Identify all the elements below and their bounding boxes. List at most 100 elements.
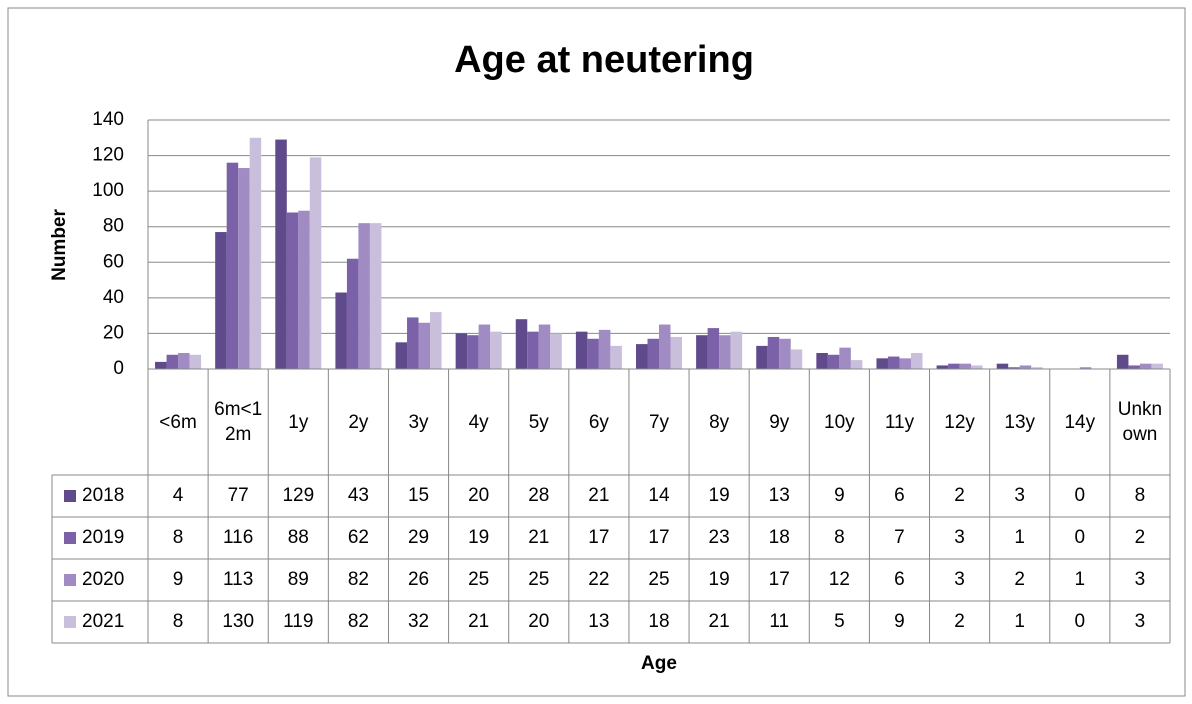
bar	[178, 352, 190, 369]
x-tick-label-box: 1y	[288, 412, 308, 433]
bar	[155, 361, 167, 369]
bar	[275, 139, 287, 369]
x-tick-label-box: 13y	[1004, 411, 1036, 433]
table-value: 113	[223, 569, 253, 590]
table-value: 6	[894, 569, 905, 590]
table-value: 0	[1075, 485, 1086, 506]
x-tick-label-box: 12y	[944, 412, 975, 433]
table-value: 22	[588, 569, 609, 590]
table-value: 5	[834, 611, 845, 632]
x-tick-label: 6m<12m	[214, 399, 263, 445]
x-tick-label: 4y	[468, 411, 489, 433]
table-value: 25	[648, 569, 669, 590]
bar	[286, 212, 299, 369]
table-value: 11	[769, 611, 789, 632]
legend-swatch	[64, 532, 76, 544]
x-tick-label-box: 11y	[884, 411, 915, 433]
bar	[876, 358, 888, 369]
x-tick-label-box: 10y	[824, 412, 855, 433]
x-tick-label-box: 8y	[709, 412, 729, 433]
bar	[790, 349, 803, 369]
bar	[527, 331, 539, 369]
table-value: 17	[588, 527, 609, 548]
table-value: 1	[1014, 611, 1025, 632]
table-value: 7	[894, 527, 905, 548]
table-value: 21	[528, 527, 549, 548]
x-tick-label: 3y	[408, 411, 429, 433]
table-value: 13	[769, 485, 790, 506]
legend-swatch	[64, 574, 76, 586]
bar	[948, 363, 960, 369]
table-value: 8	[173, 611, 184, 632]
y-tick-label: 60	[103, 251, 124, 272]
bar	[538, 324, 551, 369]
bar	[1128, 365, 1140, 369]
y-tick-label: 0	[113, 358, 124, 379]
bar	[189, 354, 202, 369]
bar	[647, 338, 659, 369]
x-tick-label-box: 14y	[1064, 412, 1095, 433]
bar	[659, 324, 671, 369]
table-value: 6	[894, 485, 905, 506]
chart-title: Age at neutering	[454, 39, 754, 81]
table-value: 13	[588, 611, 609, 632]
bar	[971, 365, 983, 369]
bar	[730, 331, 743, 369]
table-value: 18	[769, 527, 790, 548]
legend-label: 2021	[82, 611, 124, 632]
x-tick-label: 11y	[884, 411, 915, 433]
y-tick-label: 80	[103, 216, 124, 237]
x-tick-label: 13y	[1004, 411, 1036, 433]
x-tick-label: 2y	[348, 411, 369, 433]
table-value: 89	[288, 569, 309, 590]
bar	[839, 347, 851, 369]
bar	[418, 322, 431, 369]
bar	[636, 344, 648, 369]
table-value: 20	[528, 611, 549, 632]
bar	[670, 336, 682, 369]
table-value: 25	[528, 569, 549, 590]
bar	[779, 338, 791, 369]
table-value: 9	[834, 485, 845, 506]
table-value: 9	[894, 611, 905, 632]
bar	[910, 352, 923, 369]
table-value: 43	[348, 485, 369, 506]
x-tick-label-box: 6y	[589, 412, 609, 433]
table-value: 3	[1135, 569, 1146, 590]
y-axis-title: Number	[49, 209, 70, 281]
table-value: 26	[408, 569, 429, 590]
table-value: 2	[1135, 527, 1146, 548]
bar	[166, 354, 179, 369]
bar	[696, 335, 708, 369]
table-value: 116	[223, 527, 253, 548]
table-value: 14	[648, 485, 670, 506]
table-value: 8	[1135, 485, 1146, 506]
legend-swatch	[64, 490, 76, 502]
bar	[1116, 354, 1129, 369]
bar	[226, 162, 239, 369]
bar	[490, 331, 502, 369]
bar	[887, 356, 900, 369]
table-value: 3	[1135, 611, 1146, 632]
bar	[249, 137, 262, 369]
bar	[959, 363, 972, 369]
x-tick-label-box: 2y	[348, 411, 369, 433]
x-tick-label: 7y	[648, 411, 670, 433]
bar	[298, 210, 310, 369]
bar	[335, 292, 347, 369]
table-value: 20	[468, 485, 489, 506]
bar	[1019, 365, 1032, 369]
table-value: 28	[528, 485, 549, 506]
bar	[587, 338, 599, 369]
table-value: 19	[709, 485, 730, 506]
table-value: 19	[709, 569, 730, 590]
x-tick-label-box: 9y	[769, 411, 790, 433]
x-tick-label: 9y	[769, 411, 790, 433]
table-value: 1	[1075, 569, 1086, 590]
bar	[430, 312, 442, 369]
bar	[1008, 367, 1020, 369]
table-value: 82	[348, 569, 369, 590]
table-value: 8	[173, 527, 184, 548]
table-value: 129	[282, 485, 314, 506]
